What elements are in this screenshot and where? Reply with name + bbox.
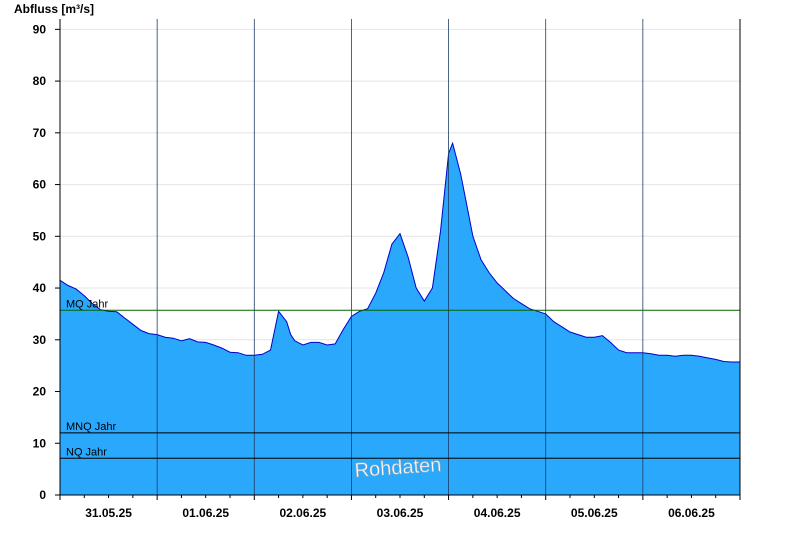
y-tick-labels: 0 10 20 30 40 50 60 70 80 90 [33, 22, 47, 502]
y-tick-label: 50 [33, 229, 47, 243]
x-tick-label: 06.06.25 [668, 506, 715, 520]
y-axis-label: Abfluss [m³/s] [14, 2, 94, 16]
axes [55, 19, 741, 500]
reference-line-label: MQ Jahr [66, 298, 109, 310]
y-tick-label: 60 [33, 178, 47, 192]
x-tick-label: 31.05.25 [85, 506, 132, 520]
x-tick-label: 04.06.25 [474, 506, 521, 520]
x-tick-label: 03.06.25 [377, 506, 424, 520]
y-tick-label: 10 [33, 436, 47, 450]
y-tick-label: 30 [33, 333, 47, 347]
y-tick-label: 20 [33, 385, 47, 399]
reference-line-label: NQ Jahr [66, 446, 107, 458]
reference-lines: MQ Jahr MNQ Jahr NQ Jahr [60, 298, 740, 459]
y-tick-label: 80 [33, 74, 47, 88]
x-tick-labels: 31.05.25 01.06.25 02.06.25 03.06.25 04.06.25… [85, 506, 715, 520]
y-tick-label: 70 [33, 126, 47, 140]
x-tick-label: 02.06.25 [279, 506, 326, 520]
discharge-line [59, 141, 740, 363]
reference-line-label: MNQ Jahr [66, 421, 116, 433]
x-tick-label: 05.06.25 [571, 506, 618, 520]
discharge-area [59, 141, 740, 495]
y-tick-label: 0 [39, 488, 46, 502]
y-tick-label: 40 [33, 281, 47, 295]
discharge-fill [60, 143, 740, 495]
x-tick-label: 01.06.25 [182, 506, 229, 520]
day-dividers [156, 19, 644, 495]
y-tick-label: 90 [33, 22, 47, 36]
